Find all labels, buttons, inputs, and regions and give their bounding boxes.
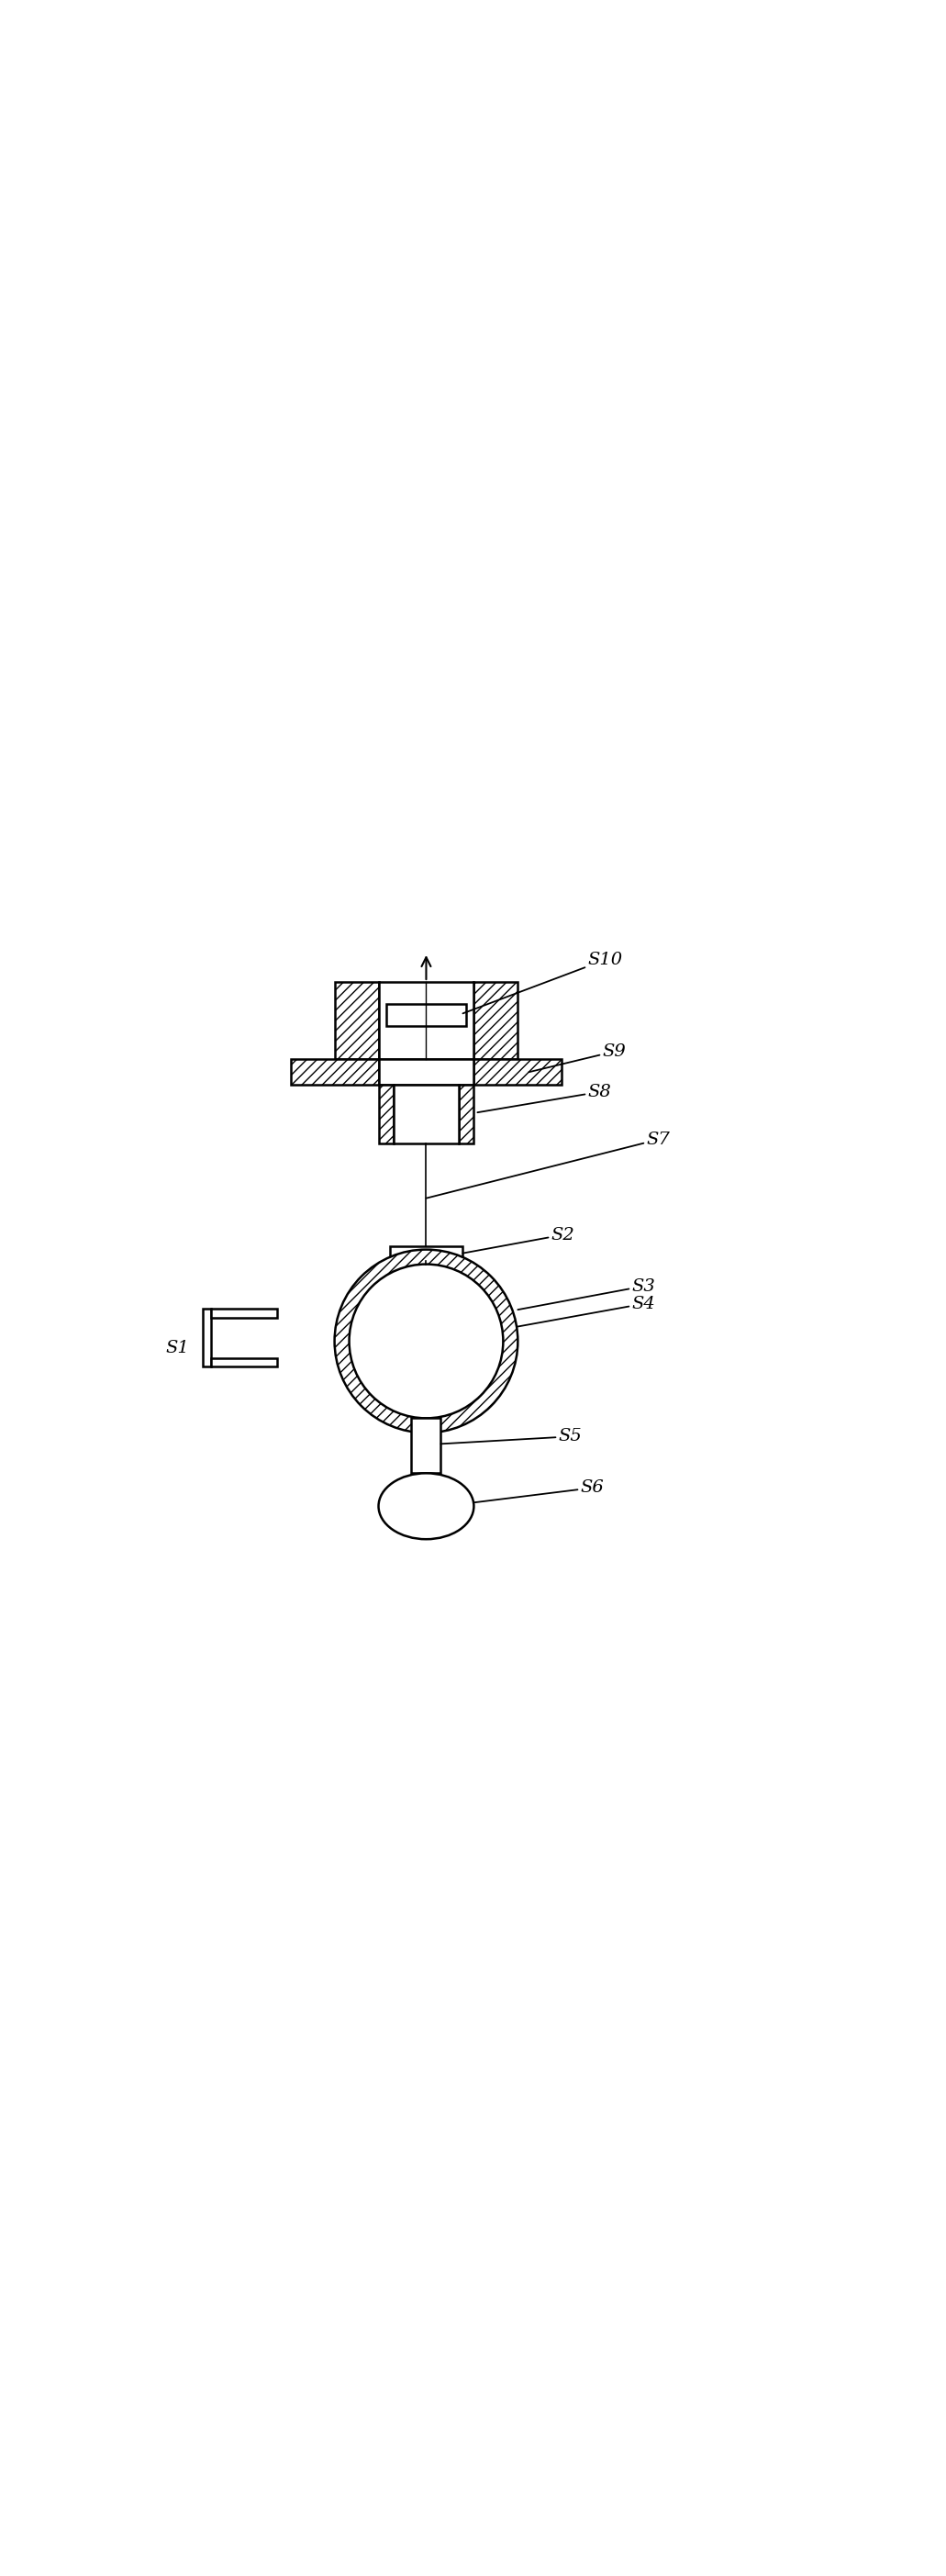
Bar xyxy=(474,1059,562,1084)
Circle shape xyxy=(335,1249,517,1432)
Ellipse shape xyxy=(378,1473,474,1540)
Text: S7: S7 xyxy=(426,1131,670,1198)
Bar xyxy=(211,1358,277,1368)
Circle shape xyxy=(349,1265,503,1419)
Bar xyxy=(378,1084,394,1144)
Bar xyxy=(390,1247,463,1260)
Bar xyxy=(335,981,378,1059)
Bar xyxy=(386,1005,466,1025)
Text: S6: S6 xyxy=(474,1479,604,1502)
Text: S3: S3 xyxy=(517,1278,655,1309)
Text: S1: S1 xyxy=(166,1340,189,1358)
Bar xyxy=(211,1309,277,1319)
Bar xyxy=(459,1084,474,1144)
Text: S9: S9 xyxy=(529,1043,625,1072)
Bar xyxy=(290,1059,378,1084)
Bar xyxy=(202,1309,211,1368)
Text: S5: S5 xyxy=(441,1427,582,1445)
Bar xyxy=(394,1084,459,1144)
Bar xyxy=(378,1059,474,1084)
Text: S8: S8 xyxy=(478,1084,611,1113)
Bar xyxy=(474,981,517,1059)
Text: S4: S4 xyxy=(517,1296,655,1327)
Bar xyxy=(412,1419,441,1473)
Bar xyxy=(378,981,474,1059)
Text: S2: S2 xyxy=(463,1226,574,1252)
Text: S10: S10 xyxy=(463,951,622,1012)
